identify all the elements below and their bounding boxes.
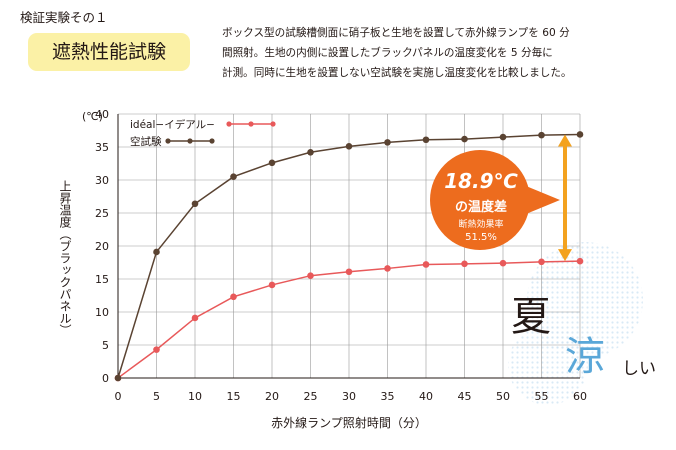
legend-marker-blank-2	[187, 138, 193, 144]
x-tick-label: 30	[342, 390, 356, 403]
data-point-1	[499, 133, 507, 141]
data-point-1	[538, 131, 545, 139]
x-tick-label: 60	[573, 390, 587, 403]
difference-value: 18.9℃	[444, 169, 518, 193]
description-text: ボックス型の試験槽側面に硝子板と生地を設置して赤外線ランプを 60 分 間照射。…	[222, 23, 670, 83]
data-point-1	[576, 131, 584, 138]
legend-label-ideal: idéal−イデアル−	[130, 118, 215, 131]
x-tick-label: 5	[153, 390, 160, 403]
y-tick-label: 40	[95, 108, 109, 121]
difference-badge-circle	[430, 150, 530, 250]
difference-arrow-head-top	[558, 134, 572, 147]
y-unit-label: (℃)	[82, 110, 103, 123]
kana-shii: しい	[622, 359, 656, 379]
data-point-0	[538, 258, 545, 266]
effect-value: 51.5%	[465, 232, 497, 243]
description-line-1: ボックス型の試験槽側面に硝子板と生地を設置して赤外線ランプを 60 分	[222, 27, 570, 39]
data-point-0	[461, 260, 468, 268]
page-title: 遮熱性能試験	[28, 33, 190, 71]
x-tick-label: 50	[496, 390, 510, 403]
x-tick-label: 55	[535, 390, 549, 403]
y-tick-label: 30	[95, 174, 109, 187]
difference-suffix: の温度差	[455, 199, 507, 215]
chart-grid	[118, 113, 581, 378]
data-point-1	[191, 200, 199, 208]
legend: idéal−イデアル− 空試験	[130, 118, 276, 148]
data-point-0	[268, 281, 276, 289]
data-point-1	[422, 136, 430, 144]
legend-label-blank: 空試験	[130, 135, 162, 148]
difference-arrow-head-bottom	[558, 249, 572, 262]
x-tick-labels: 0 5 10 15 20 25 30 35 40 45 50 55 60	[115, 390, 588, 403]
data-point-0	[499, 259, 507, 267]
description-line-3: 計測。同時に生地を設置しない空試験を実施し温度変化を比較しました。	[222, 67, 572, 79]
data-point-0	[422, 261, 430, 268]
x-tick-label: 10	[188, 390, 202, 403]
data-point-0	[153, 346, 160, 353]
x-tick-label: 20	[265, 390, 279, 403]
legend-marker-ideal-3	[270, 121, 276, 127]
data-point-1	[230, 173, 237, 180]
data-point-0	[307, 272, 314, 280]
experiment-number-label: 検証実験その１	[20, 10, 108, 25]
data-point-1	[114, 374, 122, 382]
y-tick-label: 15	[95, 273, 109, 286]
series-group	[114, 131, 584, 382]
y-axis-label: 上昇温度（ブラックパネル）	[58, 180, 72, 336]
x-tick-label: 25	[304, 390, 318, 403]
data-point-1	[307, 148, 314, 156]
x-tick-label: 40	[419, 390, 433, 403]
data-point-0	[576, 257, 584, 265]
legend-marker-blank-1	[165, 138, 171, 144]
kanji-ryou: 涼	[565, 334, 605, 380]
legend-marker-blank-3	[209, 138, 215, 144]
data-point-1	[153, 248, 160, 256]
data-point-1	[268, 159, 276, 167]
legend-marker-ideal-1	[226, 121, 232, 127]
y-tick-label: 35	[95, 141, 109, 154]
difference-badge-pointer	[526, 186, 560, 214]
x-tick-label: 15	[227, 390, 241, 403]
data-point-0	[230, 293, 237, 301]
description-line-2: 間照射。生地の内側に設置したブラックパネルの温度変化を 5 分毎に	[222, 47, 553, 59]
data-point-0	[191, 314, 199, 322]
difference-badge: 18.9℃ の温度差 断熱効果率 51.5%	[430, 150, 560, 250]
y-tick-label: 0	[102, 372, 109, 385]
data-point-0	[384, 265, 391, 272]
legend-marker-ideal-2	[248, 121, 254, 127]
x-tick-label: 0	[115, 390, 122, 403]
y-tick-label: 20	[95, 240, 109, 253]
kanji-natsu: 夏	[511, 294, 551, 340]
y-tick-labels: 0 5 10 15 20 25 30 35 40	[95, 108, 109, 385]
x-axis-label: 赤外線ランプ照射時間（分）	[271, 415, 427, 430]
x-tick-label: 35	[381, 390, 395, 403]
data-point-1	[345, 143, 353, 150]
difference-arrow	[558, 134, 572, 262]
data-point-0	[345, 268, 353, 276]
data-point-1	[461, 135, 468, 143]
effect-label: 断熱効果率	[458, 218, 503, 230]
y-tick-label: 25	[95, 207, 109, 220]
y-tick-label: 5	[102, 339, 109, 352]
y-tick-label: 10	[95, 306, 109, 319]
data-point-1	[384, 139, 391, 146]
x-tick-label: 45	[458, 390, 472, 403]
